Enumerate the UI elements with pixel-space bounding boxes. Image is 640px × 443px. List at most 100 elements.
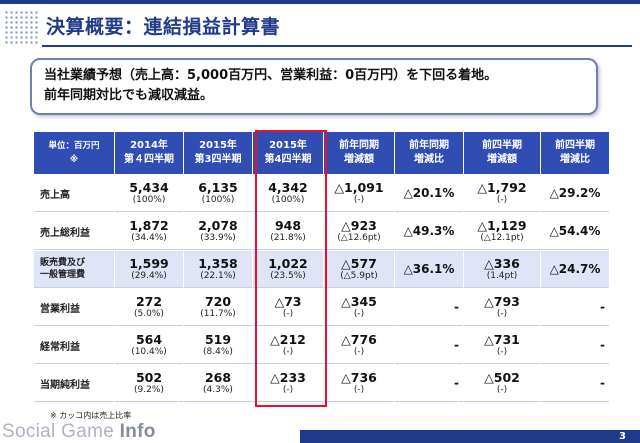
cell-ratio: (△12.6pt) — [337, 232, 381, 243]
cell-value: △736 — [341, 369, 377, 385]
table-cell: △36.1% — [395, 251, 463, 288]
current-quarter-highlight-box — [255, 130, 327, 407]
row-label: 当期純利益 — [34, 365, 114, 402]
cell-value: △212 — [270, 331, 306, 347]
header-line-1: 前四半期 — [555, 140, 595, 151]
cell-ratio: (△12.1pt) — [480, 232, 524, 243]
row-label: 経常利益 — [34, 327, 114, 364]
table-cell: 6,135 (100%) — [184, 175, 252, 212]
cell-ratio: (-) — [353, 308, 365, 319]
row-label: 売上総利益 — [34, 213, 114, 250]
dot-pattern-decoration — [4, 10, 38, 46]
table-cell: △731 (-) — [464, 327, 540, 364]
header-line-2: 増減比 — [560, 154, 590, 165]
table-cell: △502 (-) — [464, 365, 540, 402]
cell-ratio: (-) — [496, 194, 508, 205]
cell-ratio: (-) — [496, 384, 508, 395]
table-cell: △73 (-) — [253, 289, 323, 326]
cell-ratio: (34.4%) — [131, 232, 167, 243]
cell-ratio: (-) — [282, 346, 294, 357]
table-cell: 4,342 (100%) — [253, 175, 323, 212]
table-cell: - — [541, 289, 609, 326]
table-cell: △793 (-) — [464, 289, 540, 326]
table-cell: 268 (4.3%) — [184, 365, 252, 402]
cell-value: △336 — [484, 255, 520, 271]
table-cell: △212 (-) — [253, 327, 323, 364]
table-cell: △345 (-) — [324, 289, 394, 326]
cell-ratio: (29.4%) — [131, 270, 167, 281]
cell-value: △233 — [270, 369, 306, 385]
cell-value: △345 — [341, 293, 377, 309]
summary-line-1: 当社業績予想（売上高：5,000百万円、営業利益：0百万円）を下回る着地。 — [44, 68, 498, 83]
cell-ratio: (-) — [353, 194, 365, 205]
header-line-1: 単位：百万円 — [48, 141, 100, 151]
title-divider — [42, 45, 632, 47]
cell-value: 2,078 — [198, 217, 238, 233]
table-cell: △1,129 (△12.1pt) — [464, 213, 540, 250]
column-header: 2015年 第4四半期 — [253, 132, 323, 174]
table-cell: 502 (9.2%) — [115, 365, 183, 402]
column-header: 前年同期 増減額 — [324, 132, 394, 174]
cell-ratio: (23.5%) — [270, 270, 306, 281]
table-cell: 1,599 (29.4%) — [115, 251, 183, 288]
summary-box: 当社業績予想（売上高：5,000百万円、営業利益：0百万円）を下回る着地。 前年… — [30, 58, 598, 115]
header-line-2: 増減比 — [414, 154, 444, 165]
summary-line-2: 前年同期対比でも減収減益。 — [44, 88, 214, 103]
cell-ratio: (4.3%) — [203, 384, 233, 395]
header-line-1: 2015年 — [269, 140, 307, 151]
cell-value: 5,434 — [129, 179, 169, 195]
table-cell: - — [395, 289, 463, 326]
table-cell: △923 (△12.6pt) — [324, 213, 394, 250]
header-line-2: 増減額 — [487, 154, 517, 165]
cell-value: △502 — [484, 369, 520, 385]
cell-value: 272 — [135, 293, 163, 309]
row-label-line-1: 営業利益 — [40, 303, 80, 315]
cell-value: 519 — [204, 331, 232, 347]
table-cell: △49.3% — [395, 213, 463, 250]
header-line-1: 前年同期 — [409, 140, 449, 151]
column-header: 前四半期 増減額 — [464, 132, 540, 174]
row-label: 営業利益 — [34, 289, 114, 326]
page-number: 3 — [619, 431, 626, 442]
cell-ratio: (-) — [353, 346, 365, 357]
cell-ratio: (-) — [282, 384, 294, 395]
table-cell: 1,022 (23.5%) — [253, 251, 323, 288]
table-header-row: 単位：百万円 ※ 2014年 第４四半期 2015年 第3四半期 2015年 第4四半期 前年同… — [34, 132, 609, 174]
header-line-2: 第４四半期 — [124, 154, 174, 165]
table-cell: 1,358 (22.1%) — [184, 251, 252, 288]
cell-value: △793 — [484, 293, 520, 309]
cell-value: 1,358 — [198, 255, 238, 271]
header-line-2: ※ — [69, 155, 79, 165]
table-cell: △776 (-) — [324, 327, 394, 364]
column-header: 前年同期 増減比 — [395, 132, 463, 174]
top-accent-bar — [0, 0, 640, 4]
column-header: 前四半期 増減比 — [541, 132, 609, 174]
cell-value: 6,135 — [198, 179, 238, 195]
table-row: 販売費及び 一般管理費 1,599 (29.4%) 1,358 (22.1%) 1,022(… — [34, 251, 609, 288]
cell-ratio: (1.4pt) — [486, 270, 518, 281]
table-row: 売上総利益 1,872 (34.4%) 2,078 (33.9%) 948 (21.8%) △… — [34, 213, 609, 250]
table-cell: 272 (5.0%) — [115, 289, 183, 326]
header-line-1: 2014年 — [130, 140, 168, 151]
column-header: 単位：百万円 ※ — [34, 132, 114, 174]
table-cell: △1,792 (-) — [464, 175, 540, 212]
cell-ratio: (11.7%) — [200, 308, 236, 319]
watermark-logo: Social Game Info — [2, 421, 156, 443]
table-cell: △1,091 (-) — [324, 175, 394, 212]
cell-ratio: (100%) — [132, 194, 166, 205]
footer-bar — [300, 430, 640, 443]
cell-value: △731 — [484, 331, 520, 347]
cell-value: 1,022 — [268, 255, 308, 271]
page-title: 決算概要：連結損益計算書 — [46, 16, 281, 38]
cell-ratio: (8.4%) — [203, 346, 233, 357]
table-cell: △24.7% — [541, 251, 609, 288]
cell-ratio: (100%) — [201, 194, 235, 205]
cell-value: 1,599 — [129, 255, 169, 271]
cell-value: △577 — [341, 255, 377, 271]
table-cell: 519 (8.4%) — [184, 327, 252, 364]
table-cell: 564 (10.4%) — [115, 327, 183, 364]
table-cell: 720 (11.7%) — [184, 289, 252, 326]
cell-value: △923 — [341, 217, 377, 233]
header-line-1: 前四半期 — [482, 140, 522, 151]
cell-value: △1,091 — [334, 179, 384, 195]
